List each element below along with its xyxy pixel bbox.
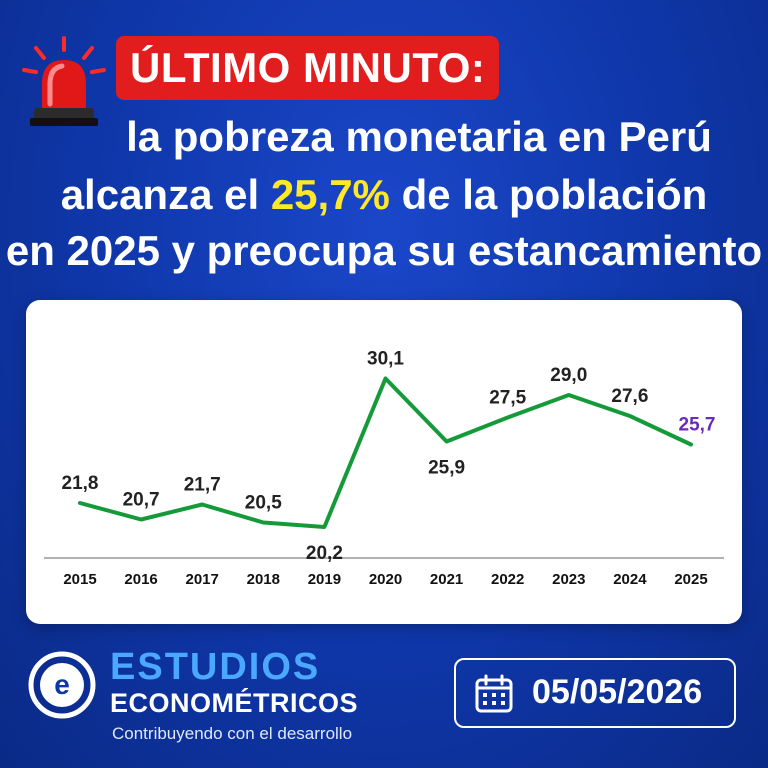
data-label-2022: 27,5	[489, 388, 526, 409]
headline-line-2-end: de la población	[389, 171, 708, 218]
headline-line-2-start: alcanza el	[60, 171, 271, 218]
e-circle-logo-icon: e	[28, 651, 96, 719]
data-label-2016: 20,7	[123, 490, 160, 511]
date-value: 05/05/2026	[532, 673, 703, 711]
data-label-2025: 25,7	[679, 415, 716, 436]
line-chart: 21,8 20,7 21,7 20,5 20,2 30,1 25,9 27,5 29,0 27,6…	[44, 349, 724, 588]
data-label-2018: 20,5	[245, 493, 282, 514]
calendar-icon	[475, 674, 513, 713]
breaking-news-tag: ÚLTIMO MINUTO:	[116, 36, 500, 100]
x-tick-2020: 2020	[369, 571, 402, 588]
series-line	[78, 376, 693, 529]
brand-tagline: Contribuyendo con el desarrollo	[112, 724, 353, 743]
headline-line-2: alcanza el 25,7% de la población	[0, 170, 768, 220]
headline-line-3: en 2025 y preocupa su estancamiento	[5, 227, 763, 274]
headline-line-1: la pobreza monetaria en Perú	[126, 113, 712, 160]
date-box: 05/05/2026	[454, 658, 736, 728]
data-label-2015: 21,8	[62, 473, 99, 494]
x-tick-2018: 2018	[247, 571, 280, 588]
x-tick-2017: 2017	[186, 571, 219, 588]
data-label-2017: 21,7	[184, 475, 221, 496]
x-tick-2016: 2016	[124, 571, 157, 588]
x-tick-2015: 2015	[63, 571, 96, 588]
data-label-2021: 25,9	[428, 458, 465, 479]
x-tick-2023: 2023	[552, 571, 585, 588]
x-tick-2025: 2025	[674, 571, 707, 588]
headline-highlight-value: 25,7%	[270, 171, 390, 218]
chart-card: 21,8 20,7 21,7 20,5 20,2 30,1 25,9 27,5 29,0 27,6…	[26, 300, 742, 624]
data-label-2020: 30,1	[367, 349, 404, 370]
x-tick-2022: 2022	[491, 571, 524, 588]
x-tick-2019: 2019	[308, 571, 341, 588]
data-label-2023: 29,0	[550, 365, 587, 386]
brand-name-line-1: ESTUDIOS	[110, 646, 321, 688]
brand-name-line-2: ECONOMÉTRICOS	[110, 688, 359, 718]
data-label-2024: 27,6	[611, 386, 648, 407]
x-tick-2024: 2024	[613, 571, 647, 588]
data-label-2019: 20,2	[306, 543, 343, 564]
svg-text:e: e	[54, 669, 70, 700]
siren-icon	[22, 36, 106, 126]
x-tick-2021: 2021	[430, 571, 463, 588]
